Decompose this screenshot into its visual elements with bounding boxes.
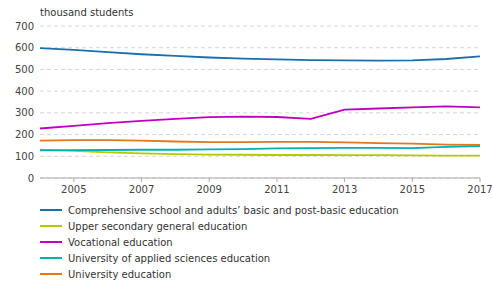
x-tick-label: 2007 <box>129 184 154 195</box>
y-axis-label: thousand students <box>40 7 133 18</box>
y-tick-label: 100 <box>15 151 34 162</box>
x-tick-label: 2013 <box>332 184 357 195</box>
legend-swatch <box>40 225 62 227</box>
x-tick-label: 2017 <box>467 184 492 195</box>
grid-line <box>40 134 480 135</box>
x-tick <box>412 178 413 182</box>
series-line <box>40 140 480 145</box>
y-tick-label: 700 <box>15 21 34 32</box>
grid <box>40 26 480 178</box>
x-tick <box>344 178 345 182</box>
grid-line <box>40 91 480 92</box>
x-tick-label: 2009 <box>197 184 222 195</box>
series-line <box>40 146 480 150</box>
series-line <box>40 106 480 128</box>
chart: thousand students 0 100 200 300 400 500 600 700 2… <box>0 0 492 302</box>
legend-label: University of applied sciences education <box>68 253 270 264</box>
x-axis-line <box>40 178 480 179</box>
x-tick <box>141 178 142 182</box>
grid-line <box>40 47 480 48</box>
x-tick <box>480 178 481 182</box>
x-tick-label: 2011 <box>264 184 289 195</box>
y-tick-label: 600 <box>15 42 34 53</box>
grid-line <box>40 69 480 70</box>
grid-line <box>40 26 480 27</box>
legend-label: Vocational education <box>68 237 173 248</box>
x-tick <box>276 178 277 182</box>
legend-swatch <box>40 241 62 243</box>
grid-line <box>40 112 480 113</box>
legend-swatch <box>40 209 62 211</box>
lines <box>40 48 480 155</box>
legend-label: Upper secondary general education <box>68 221 247 232</box>
x-tick-label: 2015 <box>400 184 425 195</box>
y-tick-label: 300 <box>15 107 34 118</box>
x-tick <box>73 178 74 182</box>
y-tick-label: 0 <box>28 173 34 184</box>
y-tick-label: 400 <box>15 86 34 97</box>
y-tick-label: 500 <box>15 64 34 75</box>
legend-swatch <box>40 273 62 275</box>
legend-label: Comprehensive school and adults’ basic a… <box>68 205 399 216</box>
series-line <box>40 48 480 60</box>
x-tick-label: 2005 <box>61 184 86 195</box>
legend-swatch <box>40 257 62 259</box>
x-tick <box>209 178 210 182</box>
grid-line <box>40 178 480 179</box>
y-tick-label: 200 <box>15 129 34 140</box>
legend-label: University education <box>68 269 171 280</box>
legend: Comprehensive school and adults’ basic a… <box>40 205 399 280</box>
